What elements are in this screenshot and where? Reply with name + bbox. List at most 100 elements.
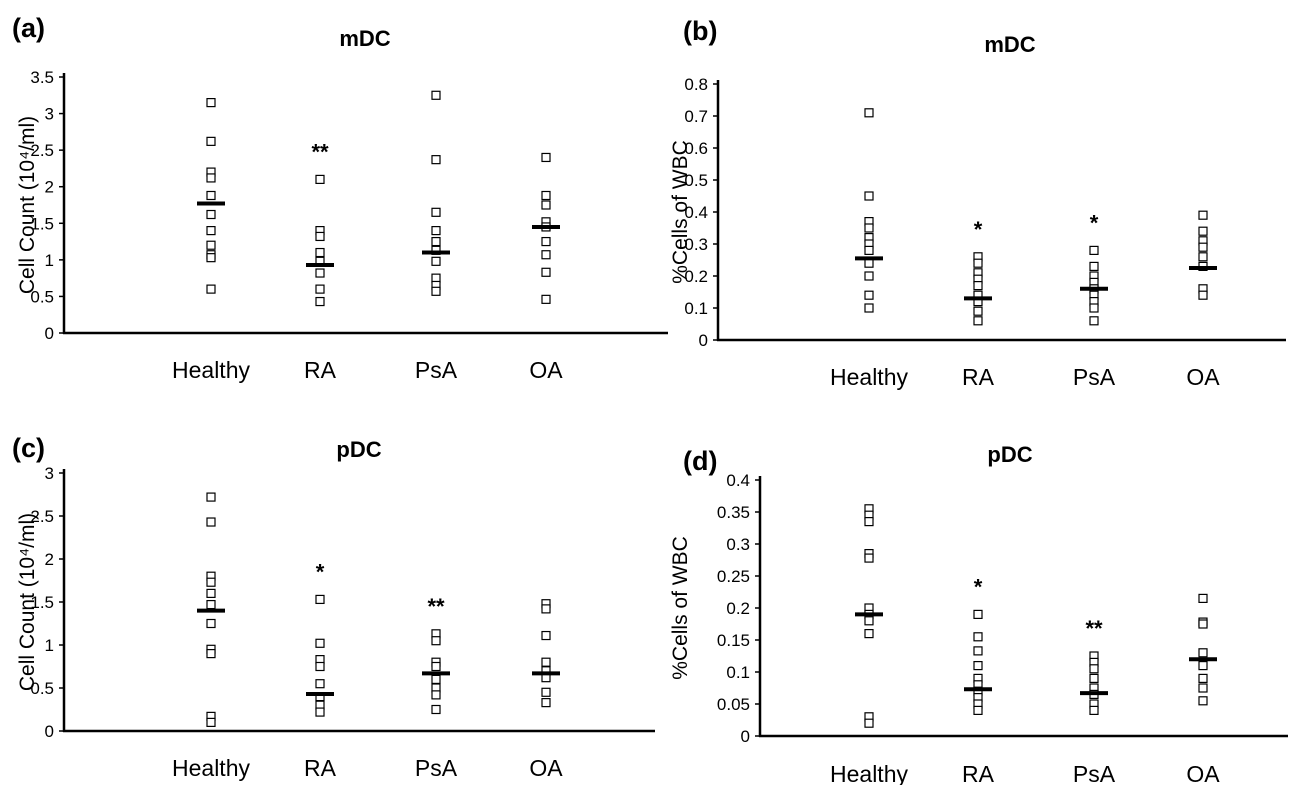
data-point [541,190,551,201]
data-point [431,256,441,266]
data-point [864,616,874,626]
data-point [1198,593,1208,604]
data-point [973,705,983,716]
chart-title: mDC [339,26,390,51]
data-point [1089,303,1099,313]
y-tick-label: 0.3 [684,235,708,254]
data-point [541,657,551,667]
data-point [864,290,874,300]
data-point [315,661,325,672]
data-point [864,516,874,527]
data-point [541,687,551,697]
y-tick-label: 0.8 [684,75,708,94]
data-point [431,286,441,296]
data-point [315,268,325,278]
data-point [1198,673,1208,684]
y-tick-label: 0.5 [30,679,54,698]
panel-label: (d) [683,446,717,476]
data-point [973,660,983,671]
significance-marker: ** [311,139,329,164]
x-category-label: Healthy [830,364,908,390]
chart-title: pDC [336,437,381,462]
data-point [1198,648,1208,658]
x-category-label: PsA [1073,761,1116,785]
data-point [864,223,874,233]
data-point [431,674,441,685]
data-point [315,231,325,242]
y-tick-label: 1.5 [30,214,54,233]
data-point [206,226,216,236]
y-tick-label: 0.7 [684,107,708,126]
y-tick-label: 0.4 [726,471,750,490]
data-point [431,236,441,247]
y-tick-label: 0 [45,722,54,741]
data-point [541,200,551,210]
data-point [973,632,983,642]
data-point [973,316,983,326]
data-point [206,618,216,629]
data-point [1089,316,1099,326]
significance-marker: * [316,559,325,584]
x-category-label: RA [304,755,337,781]
data-point [206,209,216,220]
data-point [541,250,551,260]
data-point [1198,210,1208,220]
significance-marker: * [974,574,983,599]
data-point [1198,619,1208,629]
y-tick-label: 2 [45,550,54,569]
y-tick-label: 0.5 [684,171,708,190]
data-point [206,588,216,599]
significance-marker: ** [1085,616,1103,641]
data-point [864,628,874,639]
y-tick-label: 0.2 [684,267,708,286]
y-tick-label: 0.15 [717,631,750,650]
x-category-label: OA [1186,364,1220,390]
y-tick-label: 0.1 [726,663,750,682]
data-point [541,630,551,641]
x-category-label: PsA [1073,364,1116,390]
data-point [315,296,325,307]
panel-b: (b) mDC 0 0.1 0.2 0.3 0.4 0.5 0.6 0.7 0.8 %Cells of… [669,16,1286,390]
data-point [1089,705,1099,716]
data-point [1089,673,1099,684]
y-tick-label: 0 [45,324,54,343]
x-category-label: OA [529,357,563,383]
data-point [1089,245,1099,255]
data-point [541,698,551,708]
data-point [1198,683,1208,693]
data-point [864,108,874,118]
data-point [206,577,216,587]
data-point [864,303,874,313]
y-tick-label: 1 [45,251,54,270]
data-point [1198,226,1208,236]
y-tick-label: 0.1 [684,299,708,318]
data-point [1198,242,1208,252]
data-point [206,284,216,294]
data-point [206,190,216,201]
data-point [1089,261,1099,271]
x-category-label: PsA [415,357,458,383]
data-point [315,679,325,689]
data-point [206,253,216,263]
data-point [864,553,874,563]
x-category-label: Healthy [172,357,250,383]
chart-title: mDC [984,32,1035,57]
x-category-label: OA [1186,761,1220,785]
data-point [541,294,551,304]
data-point [1198,252,1208,262]
y-tick-label: 2 [45,178,54,197]
data-point [431,90,441,100]
y-tick-label: 2.5 [30,507,54,526]
y-tick-label: 3.5 [30,68,54,87]
data-point [206,173,216,183]
data-point [864,271,874,281]
y-tick-label: 0.2 [726,599,750,618]
y-tick-label: 0.05 [717,695,750,714]
chart-title: pDC [987,442,1032,467]
significance-marker: ** [427,594,445,619]
x-category-label: PsA [415,755,458,781]
data-point [864,245,874,255]
y-tick-label: 0.3 [726,535,750,554]
y-tick-label: 1.5 [30,593,54,612]
panel-c: (c) pDC 0 0.5 1 1.5 2 2.5 3 Cell Count (10⁴/ml) He… [12,433,655,781]
